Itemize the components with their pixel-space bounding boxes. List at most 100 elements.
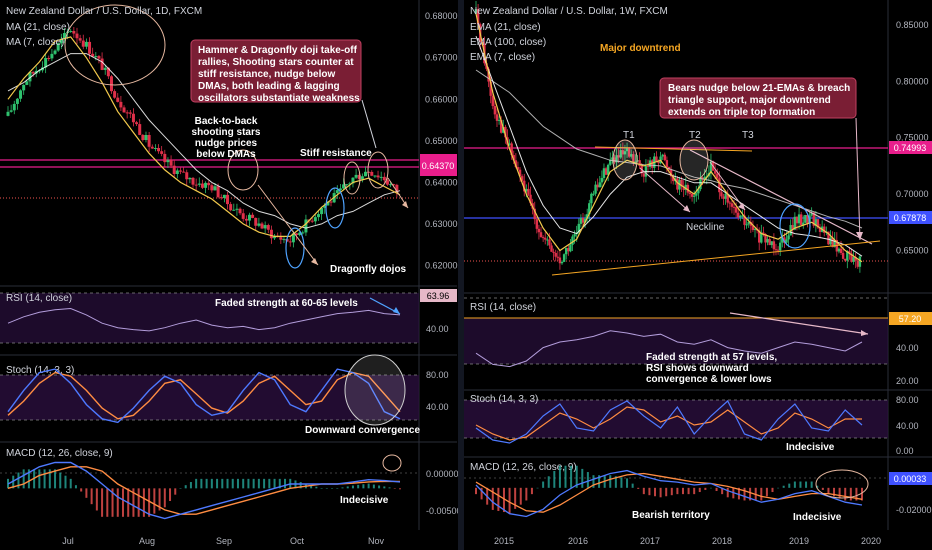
candle-body [583,218,587,223]
right-rsi-line [475,330,863,368]
candle-body [722,196,725,199]
candle-body [839,248,843,253]
candle-body [548,239,551,246]
macd-hist-bar [715,487,718,491]
candle-body [329,201,333,203]
right-rsi-tag-bg [889,312,932,325]
macd-hist-bar [383,486,386,489]
svg-text:40.00: 40.00 [426,402,449,412]
candle-body [395,184,399,193]
svg-text:convergence & lower lows: convergence & lower lows [646,374,772,385]
right-callout-box [659,77,857,119]
candle-body [504,126,507,138]
candle-body [837,248,841,252]
macd-hist-bar [59,472,62,489]
right-macd-tag: 0.00033 [894,474,927,484]
candle-body [518,169,522,177]
right-arrow-1 [639,167,691,213]
candle-body [642,173,646,177]
macd-hist-bar [654,487,657,497]
candle-body [732,206,736,208]
macd-hist-bar [158,488,161,511]
candle-body [764,233,767,243]
candle-body [737,212,740,218]
candle-body [150,146,154,149]
candle-body [28,72,32,82]
candle-body [770,241,773,246]
candle-body [657,161,660,164]
candle-body [31,72,35,74]
right-ema7-line [475,13,863,263]
svg-text:New Zealand Dollar / U.S. Doll: New Zealand Dollar / U.S. Dollar, 1W, FX… [470,6,668,17]
candle-body [695,193,698,196]
candle-body [125,112,129,114]
macd-hist-bar [315,486,318,489]
x-axis-label: 2016 [568,536,588,546]
svg-text:Major downtrend: Major downtrend [600,43,681,54]
left-x-axis: Jul Aug Sep Oct Nov [62,536,384,546]
candle-body [520,176,524,181]
candle-body [569,244,572,252]
price-axis-label: 0.67000 [425,53,458,63]
macd-hist-bar [80,488,83,492]
candle-body [194,184,198,186]
left-stoch-axis-40: 40.00 [426,402,449,412]
macd-hist-bar [195,478,198,489]
left-ann-shooting-3: nudge prices [195,138,258,149]
candle-body [613,157,616,163]
svg-text:New Zealand Dollar / U.S. Doll: New Zealand Dollar / U.S. Dollar, 1D, FX… [6,6,202,17]
candle-body [795,216,799,224]
candle-body [260,223,264,229]
left-ma21-line [7,53,401,229]
candle-body [573,234,576,237]
candle-body [558,257,562,264]
left-stoch-d-line [7,371,401,420]
macd-hist-bar [709,487,712,489]
macd-hist-bar [357,484,360,489]
macd-hist-bar [263,478,266,489]
candle-body [562,254,566,262]
right-arrow-2 [709,161,746,211]
candle-body [360,176,364,180]
candle-body [619,150,622,158]
candle-body [753,228,757,230]
left-panel: Hammer & Dragonfly doji take-off rallies… [0,0,462,546]
price-axis-label: 0.64000 [425,177,458,187]
macd-hist-bar [575,465,578,488]
macd-hist-bar [665,487,668,497]
candle-body [577,223,580,233]
candle-body [172,165,176,174]
candle-body [778,242,782,251]
macd-hist-bar [367,483,370,489]
svg-text:Stiff resistance: Stiff resistance [300,148,372,159]
candle-body [627,148,631,157]
candle-body [485,63,488,69]
candle-body [510,143,513,156]
svg-text:Faded strength at 60-65 levels: Faded strength at 60-65 levels [215,298,358,309]
macd-hist-bar [142,488,145,517]
candle-body [856,260,860,267]
right-triangle-lower [551,240,881,276]
price-axis-label: 0.66000 [425,94,458,104]
candle-body [751,225,755,230]
macd-hist-bar [189,482,192,489]
left-ind-ma21: MA (21, close) [6,22,70,33]
left-rsi-title: RSI (14, close) [6,293,72,304]
left-callout-line-5: oscillators substantiate weakness [198,93,360,104]
right-t3-label: T3 [742,130,754,141]
candle-body [766,239,769,243]
right-ann-macd-indecisive: Indecisive [793,512,842,523]
svg-text:40.00: 40.00 [896,343,919,353]
macd-hist-bar [547,476,550,488]
macd-hist-bar [336,488,339,489]
macd-hist-bar [810,481,813,488]
candle-body [257,223,261,226]
macd-hist-bar [508,487,511,514]
macd-hist-bar [27,469,30,489]
right-ind-ema100: EMA (100, close) [470,37,546,48]
candle-body [655,156,658,162]
left-callout-pointer [361,99,377,149]
left-shooting-ellipse [227,149,259,191]
candle-body [351,177,355,184]
svg-text:Faded strength at 57 levels,: Faded strength at 57 levels, [646,352,777,363]
